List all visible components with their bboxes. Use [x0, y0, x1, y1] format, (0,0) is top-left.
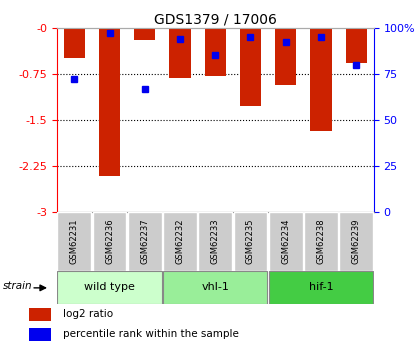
Text: log2 ratio: log2 ratio — [63, 309, 113, 319]
Text: GSM62238: GSM62238 — [316, 219, 326, 264]
Bar — [310, 28, 331, 131]
Bar — [269, 212, 303, 271]
Text: GSM62231: GSM62231 — [70, 219, 79, 264]
Bar — [99, 28, 120, 177]
Text: GSM62232: GSM62232 — [176, 219, 184, 264]
Text: wild type: wild type — [84, 282, 135, 292]
Text: GSM62239: GSM62239 — [352, 219, 361, 264]
Text: vhl-1: vhl-1 — [201, 282, 229, 292]
Bar — [93, 212, 126, 271]
Bar — [304, 212, 338, 271]
Bar — [29, 308, 51, 321]
Bar — [205, 28, 226, 76]
Text: GSM62233: GSM62233 — [211, 219, 220, 264]
Bar — [240, 28, 261, 106]
Bar — [64, 28, 85, 58]
Text: strain: strain — [3, 280, 32, 290]
Bar — [128, 212, 162, 271]
Bar — [269, 271, 373, 304]
Bar — [169, 28, 191, 78]
Bar — [29, 328, 51, 341]
Bar — [163, 271, 268, 304]
Bar — [234, 212, 268, 271]
Bar — [275, 28, 296, 85]
Bar — [163, 212, 197, 271]
Bar — [346, 28, 367, 63]
Bar — [339, 212, 373, 271]
Text: GSM62236: GSM62236 — [105, 219, 114, 264]
Text: GSM62237: GSM62237 — [140, 219, 149, 264]
Text: percentile rank within the sample: percentile rank within the sample — [63, 329, 239, 339]
Text: hif-1: hif-1 — [309, 282, 333, 292]
Text: GSM62234: GSM62234 — [281, 219, 290, 264]
Text: GSM62235: GSM62235 — [246, 219, 255, 264]
Bar — [198, 212, 232, 271]
Bar — [58, 271, 162, 304]
Bar — [134, 28, 155, 40]
Bar — [58, 212, 91, 271]
Title: GDS1379 / 17006: GDS1379 / 17006 — [154, 12, 277, 27]
